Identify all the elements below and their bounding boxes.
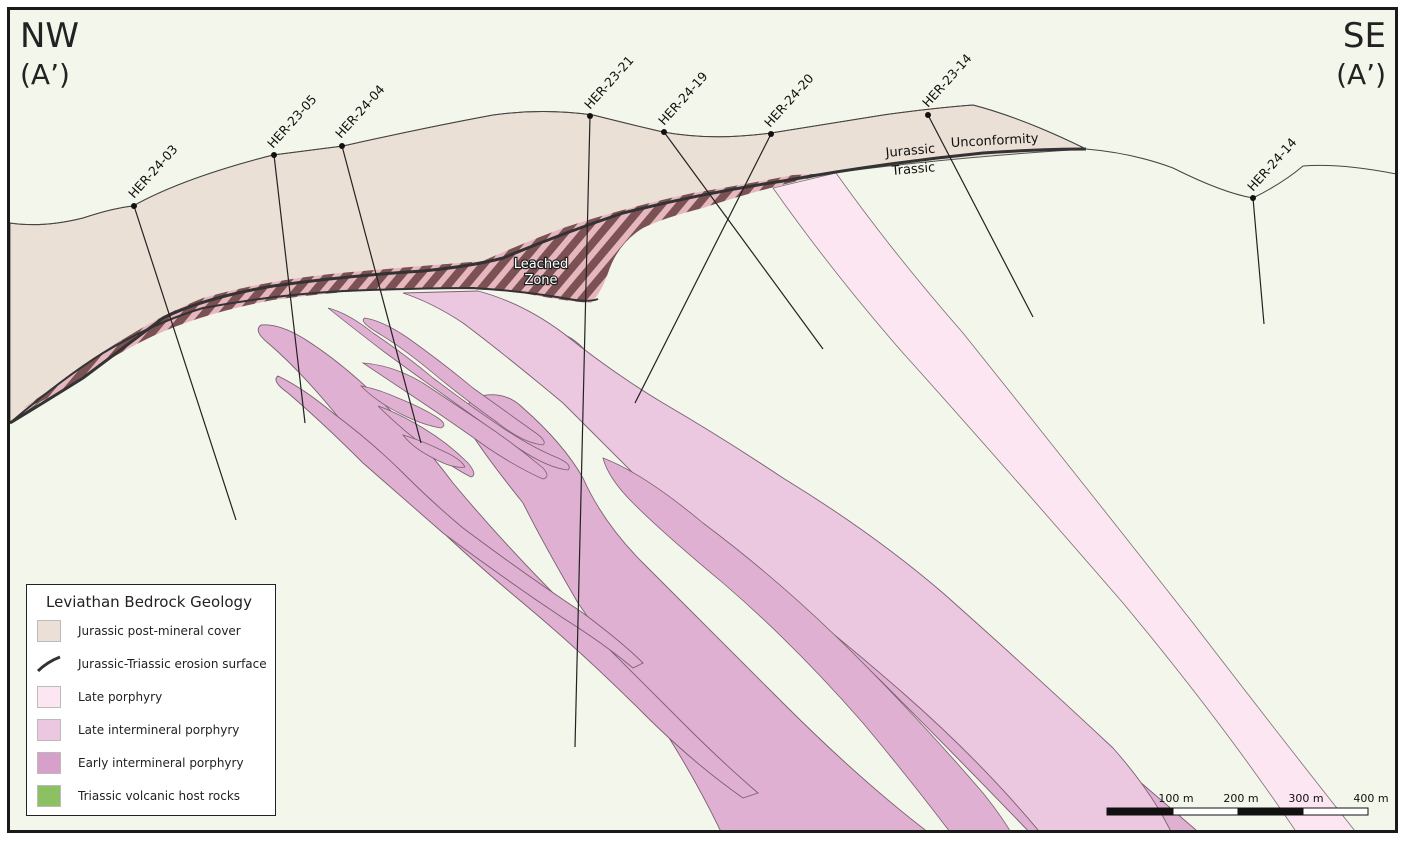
legend-swatch	[37, 686, 61, 708]
early-intermineral-inner	[602, 457, 1010, 830]
scale-label: 300 m	[1288, 792, 1323, 805]
drillhole-traces	[133, 114, 1265, 748]
legend-swatch	[37, 785, 61, 807]
drillhole-trace-her-23-05	[273, 154, 306, 424]
collar-her-24-04	[339, 143, 345, 149]
leached-zone-label: Zone	[524, 273, 557, 288]
legend-swatch	[37, 719, 61, 741]
scale-segment-4	[1302, 807, 1369, 816]
legend-label: Late intermineral porphyry	[78, 723, 240, 737]
legend-label: Late porphyry	[78, 690, 163, 704]
collar-her-23-05	[271, 152, 277, 158]
triassic-label: Trassic	[890, 160, 936, 179]
early-intermineral-finger-1	[327, 307, 570, 471]
direction-nw: NW	[20, 16, 80, 56]
legend-label: Jurassic-Triassic erosion surface	[78, 657, 267, 671]
scale-segment-3	[1237, 807, 1304, 816]
legend-item-triassic-host: Triassic volcanic host rocks	[37, 784, 273, 810]
collar-her-24-14	[1250, 195, 1256, 201]
drillhole-trace-her-24-03	[133, 205, 237, 521]
jurassic-label: Jurassic	[884, 142, 936, 161]
legend-label: Triassic volcanic host rocks	[78, 789, 241, 803]
legend-label: Early intermineral porphyry	[78, 756, 244, 770]
direction-se: SE	[1342, 16, 1386, 56]
scale-segment-2	[1172, 807, 1239, 816]
collar-her-23-21	[587, 113, 593, 119]
scale-label: 200 m	[1223, 792, 1258, 805]
drillhole-trace-her-24-19	[663, 131, 824, 350]
early-intermineral-dike-2	[275, 375, 644, 669]
collar-her-24-20	[768, 131, 774, 137]
collar-her-24-03	[131, 203, 137, 209]
scale-bar: 100 m 200 m 300 m 400 m	[1106, 792, 1389, 816]
legend-swatch-line	[37, 655, 61, 673]
erosion-surface	[10, 147, 1087, 425]
legend: Leviathan Bedrock Geology Jurassic post-…	[26, 584, 276, 816]
drillhole-trace-her-23-14	[927, 114, 1034, 318]
legend-swatch	[37, 620, 61, 642]
early-intermineral-finger-6	[361, 362, 548, 480]
drillhole-trace-her-24-04	[341, 145, 422, 444]
late-porphyry-body	[772, 172, 1355, 830]
early-intermineral-finger-3	[359, 385, 445, 429]
legend-swatch	[37, 752, 61, 774]
collar-her-24-19	[661, 129, 667, 135]
legend-item-erosion-surface: Jurassic-Triassic erosion surface	[37, 652, 273, 678]
scale-segment-1	[1106, 807, 1174, 816]
drillhole-collars	[131, 112, 1256, 209]
legend-item-late-porphyry: Late porphyry	[37, 685, 273, 711]
collar-her-23-14	[925, 112, 931, 118]
leached-zone-label: Leached	[514, 257, 569, 272]
section-label-left: (A’)	[20, 58, 70, 91]
legend-item-jurassic-cover: Jurassic post-mineral cover	[37, 619, 273, 645]
legend-label: Jurassic post-mineral cover	[78, 624, 241, 638]
drillhole-trace-her-24-14	[1252, 197, 1265, 325]
scale-label: 100 m	[1158, 792, 1193, 805]
legend-title: Leviathan Bedrock Geology	[46, 593, 252, 611]
late-intermineral-body	[402, 290, 1171, 830]
ground-surface-cover	[10, 104, 1087, 226]
drillhole-trace-her-24-20	[634, 133, 772, 404]
drillhole-trace-her-23-21	[574, 115, 591, 748]
scale-label: 400 m	[1353, 792, 1388, 805]
section-label-right: (A’)	[1336, 58, 1386, 91]
leached-zone-base	[10, 286, 599, 424]
early-intermineral-finger-2	[362, 317, 545, 446]
early-intermineral-finger-5	[401, 434, 466, 468]
unconformity-label: Unconformity	[950, 131, 1039, 151]
legend-item-late-intermineral: Late intermineral porphyry	[37, 718, 273, 744]
leached-zone	[23, 173, 833, 408]
legend-item-early-intermineral: Early intermineral porphyry	[37, 751, 273, 777]
